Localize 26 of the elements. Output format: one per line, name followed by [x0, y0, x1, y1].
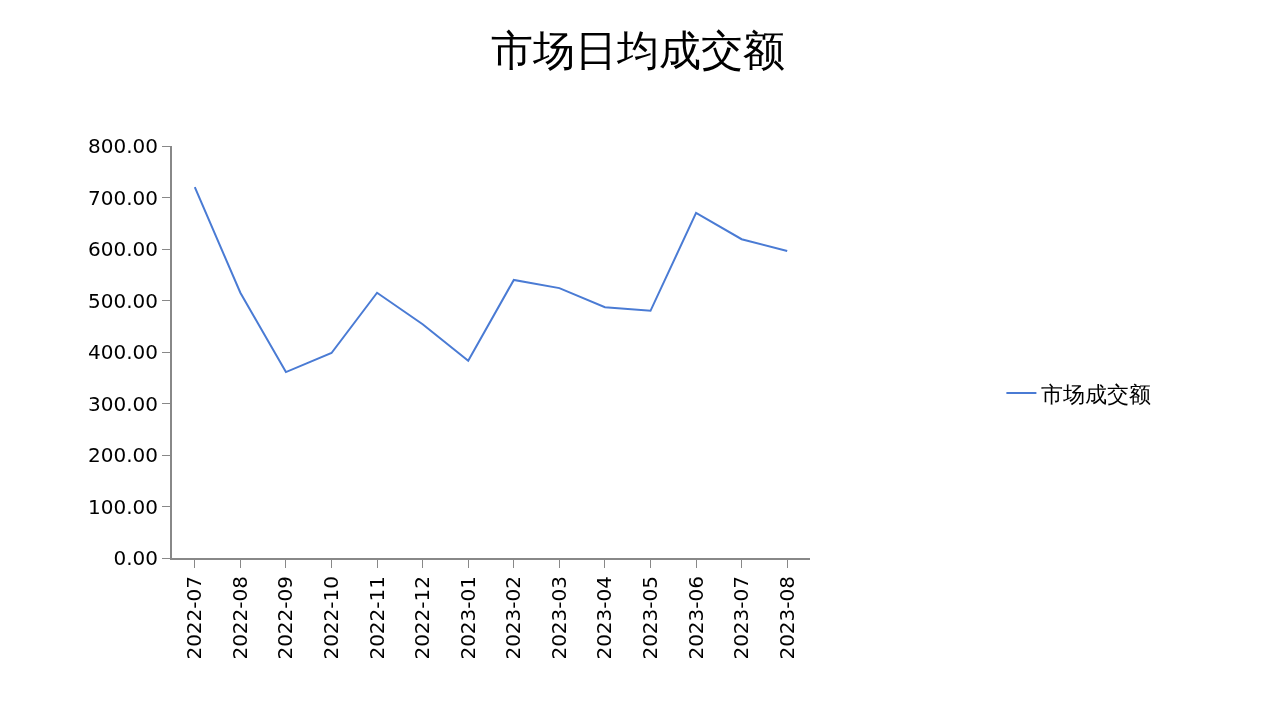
y-tick-label: 300.00	[88, 391, 158, 416]
y-tick-label: 200.00	[88, 443, 158, 467]
x-tick-label: 2023-07	[729, 576, 754, 660]
x-tick-label: 2022-08	[227, 576, 252, 660]
x-tick-label: 2023-05	[638, 576, 662, 660]
y-tick-label: 0.00	[113, 546, 158, 570]
x-tick-label: 2022-12	[410, 576, 435, 660]
line-series	[193, 186, 789, 374]
x-tick-label: 2022-09	[273, 576, 298, 660]
legend-label: 市场成交额	[1041, 381, 1152, 407]
x-tick-label: 2022-07	[182, 576, 207, 660]
y-tick-label: 100.00	[88, 494, 158, 519]
x-tick-label: 2023-02	[501, 576, 526, 660]
y-tick-label: 600.00	[88, 237, 158, 261]
x-tick-label: 2023-04	[592, 576, 617, 660]
x-tick-label: 2023-01	[455, 576, 480, 660]
x-tick-label: 2023-06	[683, 576, 708, 660]
y-tick-label: 800.00	[88, 134, 158, 158]
x-tick-label: 2022-11	[364, 576, 389, 660]
x-tick-label: 2023-08	[774, 576, 799, 660]
chart-title: 市场日均成交额	[490, 26, 785, 76]
y-tick-label: 700.00	[88, 185, 158, 210]
x-tick-label: 2023-03	[546, 576, 571, 660]
x-tick-label: 2022-10	[319, 576, 343, 660]
y-tick-label: 400.00	[88, 340, 158, 364]
y-tick-label: 500.00	[88, 288, 158, 313]
